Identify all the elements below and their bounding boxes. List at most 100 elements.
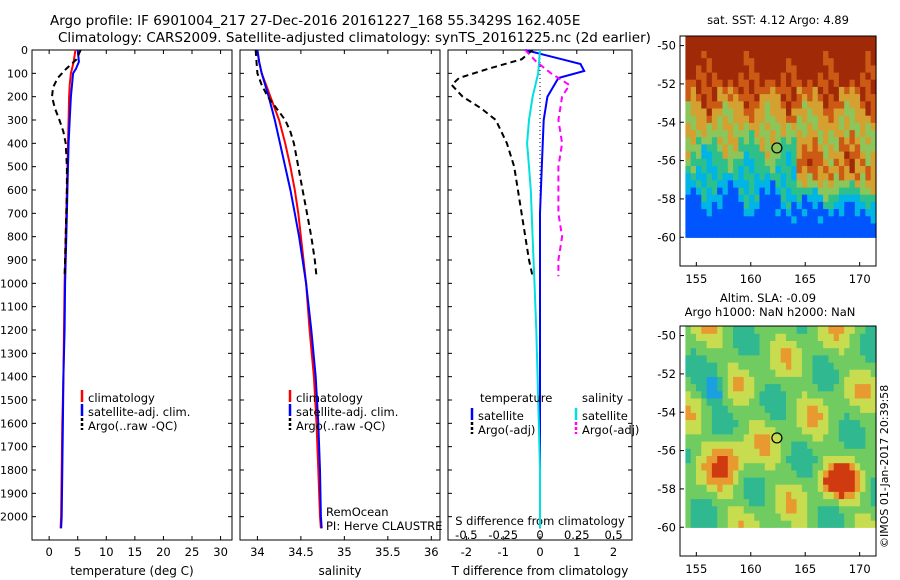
heatmap-cell bbox=[828, 505, 835, 514]
heatmap-cell bbox=[796, 129, 803, 138]
heatmap-cell bbox=[796, 57, 803, 66]
heatmap-cell bbox=[828, 441, 835, 449]
heatmap-cell bbox=[717, 143, 724, 152]
heatmap-cell bbox=[696, 419, 702, 428]
heatmap-cell bbox=[685, 230, 692, 238]
heatmap-cell bbox=[801, 158, 808, 166]
heatmap-cell bbox=[838, 79, 845, 87]
heatmap-cell bbox=[780, 208, 787, 217]
heatmap-cell bbox=[727, 215, 734, 224]
heatmap-cell bbox=[860, 505, 866, 514]
heatmap-cell bbox=[727, 151, 734, 159]
heatmap-cell bbox=[701, 136, 708, 145]
heatmap-cell bbox=[749, 354, 755, 363]
heatmap-cell bbox=[775, 491, 782, 500]
heatmap-cell bbox=[786, 426, 792, 435]
heatmap-cell bbox=[738, 36, 745, 44]
heatmap-cell bbox=[780, 64, 787, 73]
heatmap-cell bbox=[711, 86, 718, 95]
heatmap-cell bbox=[733, 136, 739, 145]
heatmap-cell bbox=[786, 79, 792, 87]
heatmap-cell bbox=[838, 469, 845, 478]
heatmap-cell bbox=[706, 397, 713, 406]
y-tick-label: -58 bbox=[657, 192, 676, 206]
heatmap-cell bbox=[711, 50, 718, 59]
heatmap-cell bbox=[754, 419, 761, 428]
heatmap-cell bbox=[754, 71, 761, 80]
heatmap-cell bbox=[759, 129, 766, 138]
heatmap-cell bbox=[823, 86, 829, 95]
heatmap-cell bbox=[749, 491, 755, 500]
heatmap-cell bbox=[870, 397, 877, 406]
heatmap-cell bbox=[796, 186, 803, 195]
heatmap-cell bbox=[701, 333, 708, 341]
heatmap-cell bbox=[865, 354, 872, 363]
heatmap-cell bbox=[733, 57, 739, 66]
heatmap-cell bbox=[786, 93, 792, 102]
heatmap-cell bbox=[722, 136, 729, 145]
heatmap-cell bbox=[817, 64, 824, 73]
heatmap-cell bbox=[775, 498, 782, 507]
heatmap-cell bbox=[685, 383, 692, 392]
heatmap-cell bbox=[844, 498, 851, 507]
heatmap-cell bbox=[780, 230, 787, 238]
heatmap-cell bbox=[865, 441, 872, 449]
heatmap-cell bbox=[817, 462, 824, 471]
heatmap-cell bbox=[812, 505, 819, 514]
heatmap-cell bbox=[823, 455, 829, 464]
heatmap-cell bbox=[717, 79, 724, 87]
heatmap-cell bbox=[823, 376, 829, 385]
heatmap-cell bbox=[690, 326, 697, 334]
heatmap-cell bbox=[828, 340, 835, 349]
heatmap-cell bbox=[749, 215, 755, 224]
heatmap-cell bbox=[696, 476, 702, 485]
heatmap-cell bbox=[706, 43, 713, 51]
heatmap-cell bbox=[764, 151, 771, 159]
heatmap-cell bbox=[754, 491, 761, 500]
heatmap-cell bbox=[727, 419, 734, 428]
heatmap-cell bbox=[796, 484, 803, 492]
heatmap-cell bbox=[786, 165, 792, 174]
heatmap-cell bbox=[759, 397, 766, 406]
series-line-argo-raw-qc- bbox=[254, 49, 318, 277]
heatmap-cell bbox=[833, 143, 840, 152]
heatmap-cell bbox=[807, 376, 814, 385]
heatmap-cell bbox=[690, 43, 697, 51]
heatmap-cell bbox=[733, 115, 739, 123]
heatmap-cell bbox=[865, 143, 872, 152]
heatmap-cell bbox=[791, 129, 798, 138]
heatmap-cell bbox=[833, 215, 840, 224]
heatmap-cell bbox=[833, 512, 840, 521]
heatmap-cell bbox=[796, 201, 803, 210]
heatmap-cell bbox=[791, 230, 798, 238]
heatmap-cell bbox=[711, 179, 718, 188]
heatmap-cell bbox=[717, 347, 724, 356]
heatmap-cell bbox=[706, 107, 713, 116]
heatmap-cell bbox=[749, 201, 755, 210]
heatmap-cell bbox=[849, 419, 856, 428]
heatmap-cell bbox=[833, 186, 840, 195]
heatmap-cell bbox=[786, 520, 792, 528]
heatmap-cell bbox=[722, 201, 729, 210]
heatmap-cell bbox=[711, 397, 718, 406]
heatmap-cell bbox=[801, 86, 808, 95]
heatmap-cell bbox=[849, 433, 856, 442]
heatmap-cell bbox=[775, 230, 782, 238]
heatmap-cell bbox=[738, 426, 745, 435]
heatmap-cell bbox=[807, 186, 814, 195]
heatmap-cell bbox=[754, 361, 761, 370]
heatmap-cell bbox=[764, 115, 771, 123]
heatmap-cell bbox=[833, 122, 840, 131]
heatmap-cell bbox=[854, 498, 861, 507]
heatmap-cell bbox=[854, 462, 861, 471]
heatmap-cell bbox=[701, 64, 708, 73]
heatmap-cell bbox=[801, 455, 808, 464]
heatmap-cell bbox=[817, 222, 824, 231]
heatmap-cell bbox=[833, 115, 840, 123]
heatmap-cell bbox=[738, 79, 745, 87]
heatmap-cell bbox=[754, 50, 761, 59]
heatmap-cell bbox=[860, 201, 866, 210]
heatmap-cell bbox=[759, 186, 766, 195]
heatmap-cell bbox=[759, 390, 766, 399]
